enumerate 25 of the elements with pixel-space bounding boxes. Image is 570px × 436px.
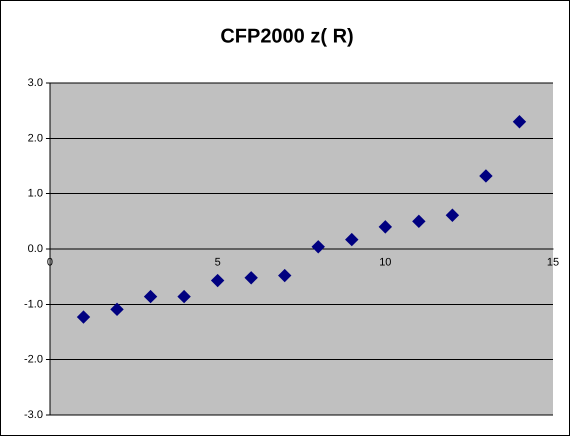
point [211, 274, 224, 288]
y-tick-label: 3.0 [28, 77, 43, 90]
point [512, 115, 526, 128]
point [345, 233, 358, 246]
chart-title: CFP2000 z( R) [220, 26, 354, 48]
point [76, 310, 90, 324]
x-tick-label: 15 [546, 256, 560, 269]
y-tick-label: 2.0 [28, 132, 43, 144]
y-tick-label: -2.0 [24, 354, 43, 366]
point [178, 290, 191, 304]
point [278, 269, 292, 282]
y-tick-label: -1.0 [24, 298, 43, 310]
point [378, 220, 392, 234]
y-tick-label: -3.0 [24, 409, 43, 422]
x-tick-label: 5 [214, 256, 221, 269]
point [144, 290, 158, 304]
point [110, 302, 124, 316]
point [312, 240, 325, 254]
x-tick-label: 10 [379, 256, 392, 269]
y-tick-label: 0.0 [28, 243, 43, 256]
point [244, 271, 258, 284]
point [479, 169, 492, 182]
point [446, 208, 459, 222]
y-tick-label: 1.0 [28, 188, 43, 200]
point [412, 214, 426, 228]
